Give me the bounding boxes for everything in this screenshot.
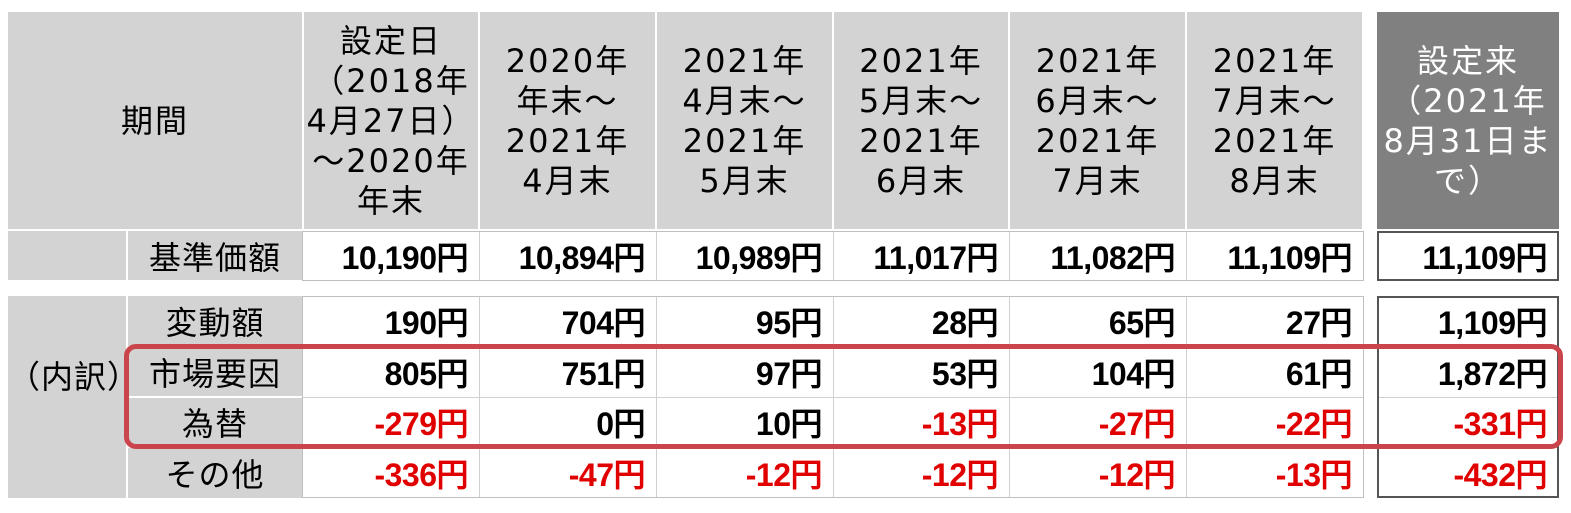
- table-cell: -336円: [304, 448, 478, 498]
- column-header-text: 設定日 （2018年 4月27日） ～2020年 年末: [306, 21, 476, 220]
- row-label-text: 市場要因: [148, 355, 281, 393]
- breakdown-rows-border: [302, 296, 1364, 498]
- table-cell: 10円: [657, 398, 832, 446]
- period-header-corner: 期間: [8, 12, 302, 229]
- column-separator: [833, 231, 834, 281]
- table-cell: 704円: [480, 296, 655, 346]
- table-cell: 97円: [657, 348, 832, 396]
- table-cell: -432円: [1379, 448, 1557, 498]
- row-separator: [128, 397, 302, 398]
- column-header-text: 2021年 7月末～ 2021年 8月末: [1212, 41, 1337, 200]
- breakdown-label: （内訳）: [8, 358, 141, 396]
- nav-row-border: [302, 231, 1364, 281]
- table-cell: -27円: [1010, 398, 1185, 446]
- row-label-text: 変動額: [165, 304, 265, 342]
- table-cell: 65円: [1010, 296, 1185, 346]
- table-cell: 10,989円: [657, 231, 832, 280]
- column-separator: [656, 231, 657, 281]
- row-label-other: その他: [128, 448, 302, 498]
- table-cell: -13円: [1187, 448, 1362, 498]
- column-header: 2021年 6月末～ 2021年 7月末: [1010, 12, 1185, 229]
- row-separator: [302, 397, 1364, 398]
- table-cell: 104円: [1010, 348, 1185, 396]
- table-cell: -279円: [304, 398, 478, 446]
- column-header: 2021年 5月末～ 2021年 6月末: [834, 12, 1008, 229]
- column-header: 2020年 年末～ 2021年 4月末: [480, 12, 655, 229]
- row-label-text: 為替: [181, 405, 248, 443]
- row-label-market: 市場要因: [128, 348, 302, 396]
- table-cell: 61円: [1187, 348, 1362, 396]
- column-separator: [479, 231, 480, 281]
- table-cell: 0円: [480, 398, 655, 446]
- table-cell: 11,109円: [1187, 231, 1362, 280]
- column-separator: [1009, 231, 1010, 281]
- table-cell: -12円: [834, 448, 1008, 498]
- since-inception-nav-border: [1377, 231, 1559, 281]
- row-label-fx: 為替: [128, 398, 302, 446]
- row-label-text: 基準価額: [148, 238, 281, 277]
- column-header-text: 2021年 6月末～ 2021年 7月末: [1035, 41, 1160, 200]
- table-cell: 28円: [834, 296, 1008, 346]
- column-header-text: 2020年 年末～ 2021年 4月末: [505, 41, 630, 200]
- column-header-text: 2021年 4月末～ 2021年 5月末: [682, 41, 807, 200]
- table-cell: -331円: [1379, 398, 1557, 446]
- table-cell: 11,109円: [1379, 231, 1557, 280]
- table-cell: 1,872円: [1379, 348, 1557, 396]
- row-label-change: 変動額: [128, 296, 302, 346]
- row-label-nav: 基準価額: [128, 231, 302, 280]
- column-header-since-inception: 設定来 （2021年 8月31日ま で）: [1377, 12, 1559, 229]
- table-cell: 10,894円: [480, 231, 655, 280]
- breakdown-label-cell: （内訳）: [8, 296, 141, 498]
- table-cell: -12円: [1010, 448, 1185, 498]
- table-cell: 10,190円: [304, 231, 478, 280]
- column-header: 2021年 4月末～ 2021年 5月末: [657, 12, 832, 229]
- column-header-text: 2021年 5月末～ 2021年 6月末: [858, 41, 984, 200]
- table-cell: 95円: [657, 296, 832, 346]
- row-separator: [1377, 397, 1559, 398]
- table-cell: 53円: [834, 348, 1008, 396]
- table-cell: -22円: [1187, 398, 1362, 446]
- column-header: 2021年 7月末～ 2021年 8月末: [1187, 12, 1362, 229]
- table-cell: 11,082円: [1010, 231, 1185, 280]
- table-cell: 751円: [480, 348, 655, 396]
- column-separator: [1186, 231, 1187, 281]
- table-cell: -12円: [657, 448, 832, 498]
- table-cell: 805円: [304, 348, 478, 396]
- row-label-text: その他: [165, 456, 265, 494]
- table-cell: 11,017円: [834, 231, 1008, 280]
- table-cell: 1,109円: [1379, 296, 1557, 346]
- column-header-text: 設定来 （2021年 8月31日ま で）: [1383, 41, 1553, 200]
- table-cell: -47円: [480, 448, 655, 498]
- table-cell: -13円: [834, 398, 1008, 446]
- row-label-left-spacer: [8, 231, 126, 280]
- period-label: 期間: [120, 101, 189, 140]
- table-cell: 27円: [1187, 296, 1362, 346]
- table-cell: 190円: [304, 296, 478, 346]
- column-header: 設定日 （2018年 4月27日） ～2020年 年末: [304, 12, 478, 229]
- market-fx-highlight: [124, 344, 1563, 449]
